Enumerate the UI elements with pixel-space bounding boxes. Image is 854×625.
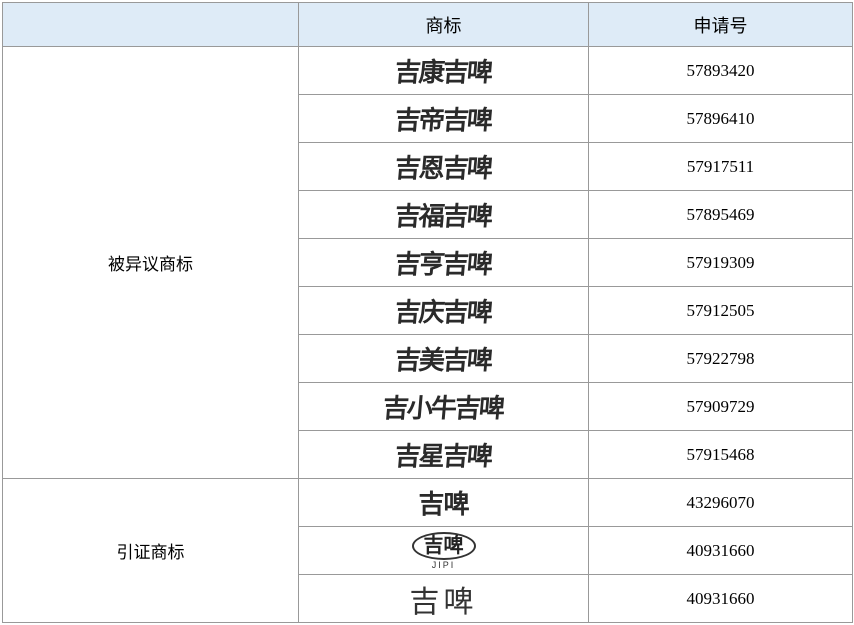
appno-cell: 57893420 — [589, 47, 853, 95]
header-trademark: 商标 — [299, 3, 589, 47]
appno-cell: 57917511 — [589, 143, 853, 191]
appno-cell: 57909729 — [589, 383, 853, 431]
table-header-row: 商标 申请号 — [3, 3, 853, 47]
trademark-image: 吉恩吉啤 — [394, 148, 493, 185]
trademark-image: 吉啤 JIPI — [412, 532, 476, 570]
table-body: 被异议商标 吉康吉啤 57893420 吉帝吉啤 57896410 吉恩吉啤 5… — [3, 47, 853, 623]
trademark-image: 吉啤 — [410, 586, 478, 619]
table-row: 被异议商标 吉康吉啤 57893420 — [3, 47, 853, 95]
appno-cell: 57922798 — [589, 335, 853, 383]
trademark-cell: 吉福吉啤 — [299, 191, 589, 239]
appno-cell: 57895469 — [589, 191, 853, 239]
header-category — [3, 3, 299, 47]
trademark-cell: 吉美吉啤 — [299, 335, 589, 383]
trademark-image: 吉美吉啤 — [394, 340, 493, 377]
trademark-cell: 吉啤 — [299, 575, 589, 623]
trademark-image: 吉啤 — [418, 484, 468, 521]
appno-cell: 40931660 — [589, 527, 853, 575]
header-appno: 申请号 — [589, 3, 853, 47]
trademark-image: 吉星吉啤 — [394, 436, 493, 473]
trademark-cell: 吉恩吉啤 — [299, 143, 589, 191]
trademark-cell: 吉啤 — [299, 479, 589, 527]
table-row: 引证商标 吉啤 43296070 — [3, 479, 853, 527]
trademark-cell: 吉星吉啤 — [299, 431, 589, 479]
trademark-circle-text: 吉啤 — [412, 532, 476, 560]
trademark-image: 吉康吉啤 — [394, 52, 493, 89]
trademark-image: 吉福吉啤 — [394, 196, 493, 233]
appno-cell: 57912505 — [589, 287, 853, 335]
appno-cell: 43296070 — [589, 479, 853, 527]
trademark-cell: 吉康吉啤 — [299, 47, 589, 95]
trademark-subtext: JIPI — [432, 561, 456, 570]
trademark-image: 吉小牛吉啤 — [382, 388, 505, 425]
trademark-image: 吉亨吉啤 — [394, 244, 493, 281]
trademark-cell: 吉亨吉啤 — [299, 239, 589, 287]
trademark-image: 吉庆吉啤 — [394, 292, 493, 329]
appno-cell: 40931660 — [589, 575, 853, 623]
trademark-table: 商标 申请号 被异议商标 吉康吉啤 57893420 吉帝吉啤 57896410… — [2, 2, 853, 623]
trademark-cell: 吉啤 JIPI — [299, 527, 589, 575]
appno-cell: 57915468 — [589, 431, 853, 479]
trademark-cell: 吉庆吉啤 — [299, 287, 589, 335]
category-cell: 被异议商标 — [3, 47, 299, 479]
trademark-image: 吉帝吉啤 — [394, 100, 493, 137]
trademark-cell: 吉帝吉啤 — [299, 95, 589, 143]
category-cell: 引证商标 — [3, 479, 299, 623]
appno-cell: 57896410 — [589, 95, 853, 143]
trademark-cell: 吉小牛吉啤 — [299, 383, 589, 431]
appno-cell: 57919309 — [589, 239, 853, 287]
